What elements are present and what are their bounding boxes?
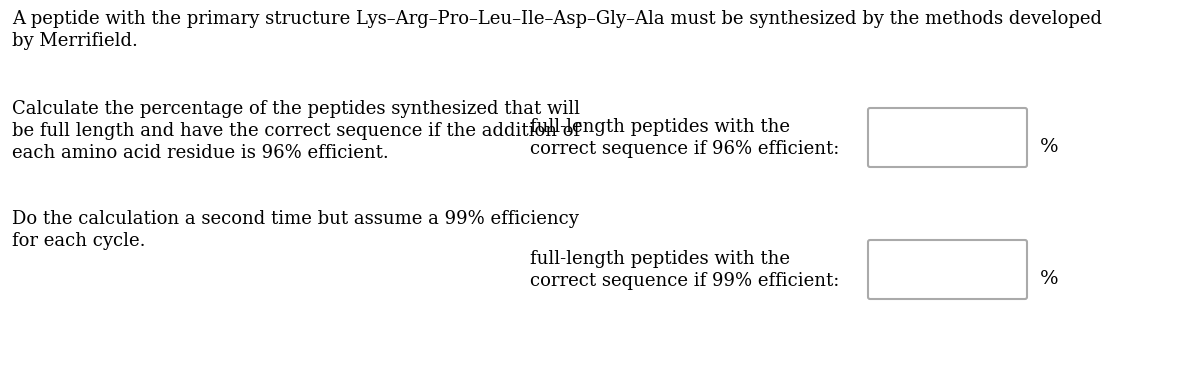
Text: correct sequence if 99% efficient:: correct sequence if 99% efficient:	[530, 272, 839, 290]
Text: Do the calculation a second time but assume a 99% efficiency: Do the calculation a second time but ass…	[12, 210, 578, 228]
Text: full-length peptides with the: full-length peptides with the	[530, 118, 790, 136]
Text: be full length and have the correct sequence if the addition of: be full length and have the correct sequ…	[12, 122, 580, 140]
Text: each amino acid residue is 96% efficient.: each amino acid residue is 96% efficient…	[12, 144, 389, 162]
Text: %: %	[1040, 138, 1058, 156]
FancyBboxPatch shape	[868, 108, 1027, 167]
Text: correct sequence if 96% efficient:: correct sequence if 96% efficient:	[530, 140, 839, 158]
Text: A peptide with the primary structure Lys–Arg–Pro–Leu–Ile–Asp–Gly–Ala must be syn: A peptide with the primary structure Lys…	[12, 10, 1102, 28]
Text: full-length peptides with the: full-length peptides with the	[530, 250, 790, 268]
FancyBboxPatch shape	[868, 240, 1027, 299]
Text: by Merrifield.: by Merrifield.	[12, 32, 138, 50]
Text: for each cycle.: for each cycle.	[12, 232, 145, 250]
Text: Calculate the percentage of the peptides synthesized that will: Calculate the percentage of the peptides…	[12, 100, 580, 118]
Text: %: %	[1040, 270, 1058, 288]
